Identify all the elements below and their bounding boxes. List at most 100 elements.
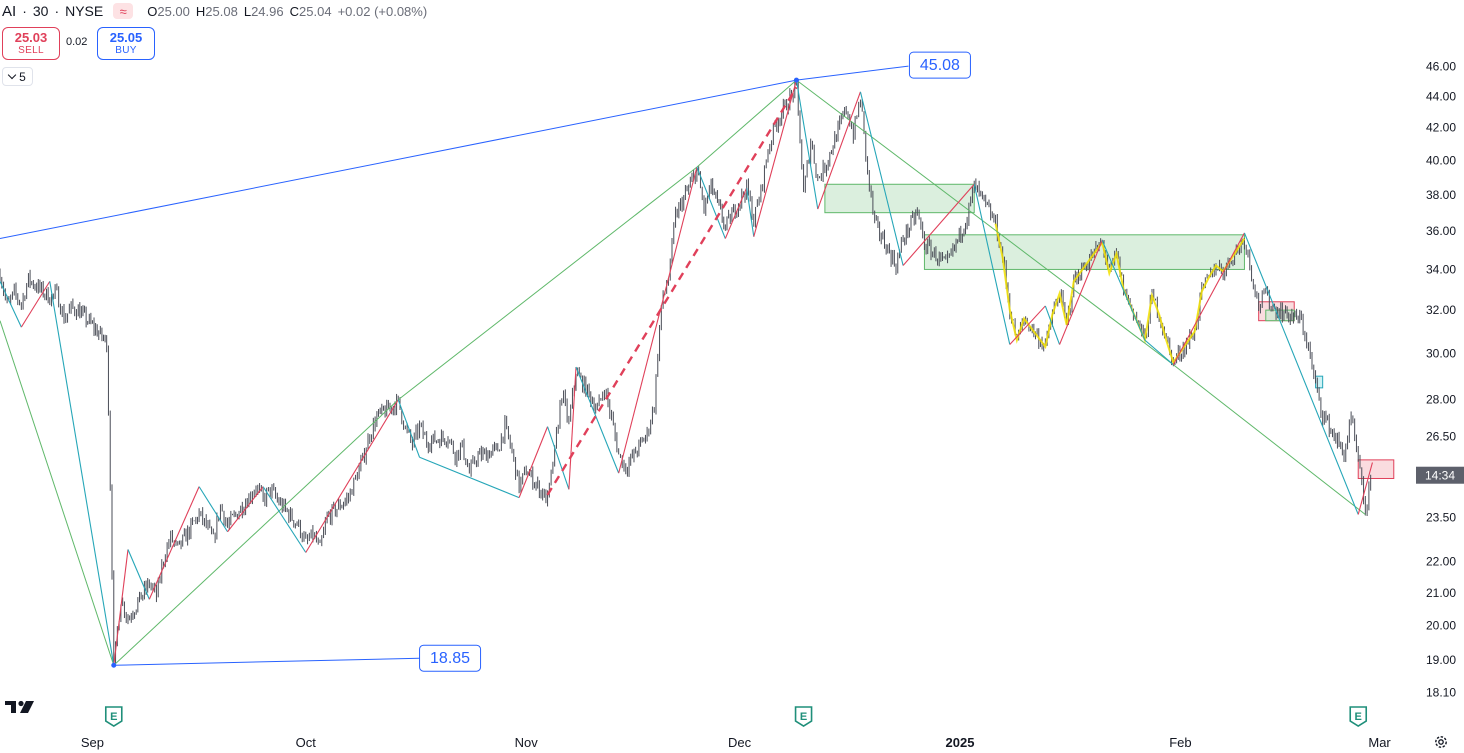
price-tick-label: 30.00: [1426, 346, 1456, 360]
time-tick-label: Nov: [515, 735, 539, 750]
up-zigzag-leg: [817, 91, 861, 210]
price-tick-label: 22.00: [1426, 555, 1456, 569]
zigzag-layer: [0, 79, 1373, 666]
down-zigzag-leg: [859, 91, 904, 266]
last-price-tag: [1416, 466, 1464, 484]
up-zigzag-leg: [902, 183, 975, 266]
down-zigzag-leg: [575, 366, 620, 474]
major-zigzag-leg: [113, 399, 399, 666]
price-tick-label: 36.00: [1426, 224, 1456, 238]
price-tick-label: 38.00: [1426, 188, 1456, 202]
price-axis[interactable]: 18.10 19.00 20.00 21.00 22.00 23.50 26.50 28.00…: [1416, 60, 1464, 700]
down-zigzag-leg: [1044, 305, 1061, 345]
time-tick-label: Oct: [296, 735, 317, 750]
open-label: O: [147, 3, 158, 19]
earnings-icon: E: [794, 706, 813, 727]
price-tick-label: 23.50: [1426, 510, 1456, 524]
zone-box: [1315, 375, 1324, 389]
down-zigzag-leg: [973, 184, 1011, 345]
trendline-top-extension: [796, 65, 909, 81]
down-zigzag-leg: [795, 80, 819, 210]
price-tick-label: 40.00: [1426, 153, 1456, 167]
up-zigzag-leg: [753, 79, 797, 237]
time-tick-label: Feb: [1169, 735, 1191, 750]
down-zigzag-leg: [0, 281, 22, 328]
down-zigzag-leg: [262, 486, 307, 553]
low-value: 24.96: [251, 3, 284, 19]
up-zigzag-leg: [724, 187, 748, 239]
earnings-letter: E: [1355, 711, 1362, 723]
up-zigzag-leg: [518, 426, 549, 498]
buy-price: 25.05: [109, 29, 143, 45]
exchange-label: NYSE: [65, 3, 104, 19]
tradingview-logo-icon[interactable]: [4, 697, 38, 717]
earnings-icon: E: [1349, 706, 1368, 727]
down-zigzag-leg: [547, 426, 570, 490]
earnings-letter: E: [800, 711, 807, 723]
high-value: 25.08: [205, 3, 238, 19]
down-zigzag-leg: [1144, 339, 1174, 366]
symbol-legend: AI · 30 · NYSE ≈ O25.00 H25.08 L24.96 C2…: [2, 2, 427, 20]
time-tick-label: Mar: [1368, 735, 1391, 750]
top-pivot-dot: [793, 77, 799, 83]
major-zigzag-leg: [696, 79, 797, 168]
legend-separator: ·: [22, 3, 27, 19]
indicator-count: 5: [19, 69, 26, 84]
price-tick-label: 19.00: [1426, 653, 1456, 667]
down-zigzag-leg: [419, 456, 520, 499]
up-zigzag-leg: [1009, 305, 1046, 345]
trendline-bottom: [113, 657, 420, 666]
countdown-label: 14:34: [1425, 469, 1455, 483]
interval-label[interactable]: 30: [32, 3, 49, 19]
down-zigzag-leg: [49, 281, 115, 666]
major-zigzag-leg: [1173, 364, 1366, 515]
up-zigzag-leg: [618, 166, 698, 474]
low-label: L: [243, 3, 252, 19]
time-axis[interactable]: Sep Oct Nov Dec 2025 Feb Mar: [81, 735, 1392, 750]
trendline-layer: [0, 65, 909, 666]
down-zigzag-leg: [1243, 232, 1359, 515]
price-tick-label: 26.50: [1426, 430, 1456, 444]
label-layer: 45.08 18.85: [111, 51, 971, 672]
wave-icon[interactable]: ≈: [113, 3, 134, 19]
major-zigzag-leg: [796, 79, 1174, 366]
open-value: 25.00: [157, 3, 190, 19]
high-label: H: [195, 3, 206, 19]
ohlc-values: O25.00 H25.08 L24.96 C25.04 +0.02 (+0.08…: [147, 4, 427, 19]
up-zigzag-leg: [113, 549, 129, 666]
close-label: C: [289, 3, 300, 19]
close-value: 25.04: [299, 3, 332, 19]
down-zigzag-leg: [127, 549, 150, 600]
up-zigzag-leg: [20, 281, 51, 328]
time-tick-label: Dec: [728, 735, 752, 750]
price-tick-label: 18.10: [1426, 686, 1456, 700]
down-zigzag-leg: [397, 399, 421, 458]
major-zigzag-leg: [397, 166, 698, 401]
top-pivot-label-box: [908, 51, 971, 79]
up-zigzag-leg: [305, 399, 399, 553]
sell-button[interactable]: 25.03 SELL: [2, 27, 60, 60]
up-zigzag-leg: [148, 486, 200, 600]
collapse-indicators-button[interactable]: 5: [2, 67, 33, 86]
down-zigzag-leg: [1101, 240, 1146, 341]
legend-separator: ·: [54, 3, 60, 19]
earnings-badge: [104, 706, 123, 727]
earnings-letter: E: [110, 711, 117, 723]
down-zigzag-leg: [198, 486, 229, 533]
buy-button[interactable]: 25.05 BUY: [97, 27, 155, 60]
price-tick-label: 42.00: [1426, 121, 1456, 135]
up-zigzag-leg: [1357, 462, 1373, 515]
top-pivot-label: 45.08: [920, 57, 960, 74]
up-zigzag-leg: [568, 366, 577, 490]
price-tick-label: 44.00: [1426, 89, 1456, 103]
price-tick-label: 21.00: [1426, 586, 1456, 600]
up-zigzag-leg: [1059, 240, 1103, 345]
symbol-name[interactable]: AI: [2, 2, 17, 20]
earnings-icon: E: [104, 706, 123, 727]
zone-box: [1357, 459, 1395, 479]
gear-icon[interactable]: [1433, 734, 1449, 750]
sell-price: 25.03: [14, 29, 48, 45]
bottom-pivot-label-box: [419, 644, 482, 672]
